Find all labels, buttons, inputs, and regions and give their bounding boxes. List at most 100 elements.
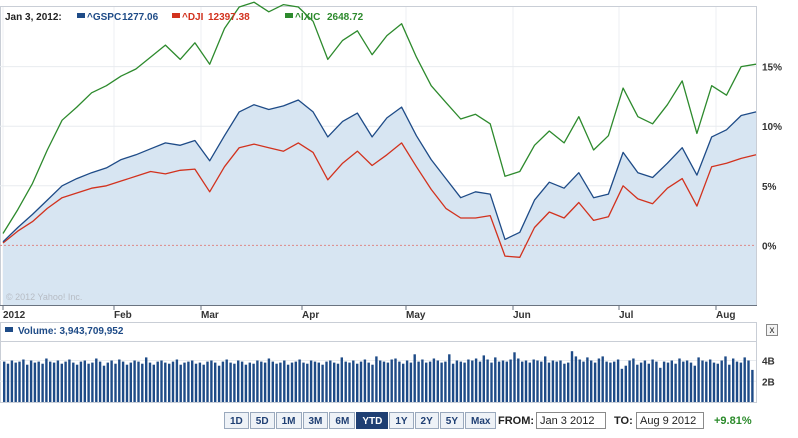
- volume-bar: [283, 360, 286, 402]
- volume-bar: [321, 364, 324, 402]
- range-button-6m[interactable]: 6M: [329, 412, 356, 429]
- volume-bar: [168, 363, 171, 402]
- volume-bar: [478, 361, 482, 402]
- volume-bar: [716, 363, 719, 402]
- volume-bar: [417, 361, 420, 402]
- volume-bar: [141, 363, 144, 402]
- volume-bar: [294, 361, 297, 402]
- volume-bar: [586, 357, 589, 402]
- volume-bar: [432, 358, 436, 402]
- volume-bar: [517, 358, 520, 402]
- legend-swatch-ixic: [285, 13, 293, 18]
- volume-bar: [375, 356, 378, 402]
- volume-bar: [363, 359, 367, 402]
- volume-bar: [578, 359, 581, 402]
- volume-bar: [64, 361, 67, 402]
- volume-bar: [551, 360, 555, 402]
- volume-bar: [743, 357, 746, 402]
- volume-bar: [137, 361, 140, 402]
- legend-dji-symbol: ^DJI: [182, 12, 204, 23]
- from-date-input[interactable]: [536, 412, 606, 429]
- volume-bar: [286, 364, 290, 402]
- volume-bar: [425, 362, 428, 402]
- volume-bar: [313, 361, 317, 402]
- volume-bar: [724, 356, 727, 402]
- volume-bar: [402, 363, 405, 402]
- volume-bar: [555, 361, 558, 402]
- volume-bar: [582, 361, 585, 402]
- copyright-text: © 2012 Yahoo! Inc.: [6, 292, 82, 302]
- close-volume-button[interactable]: x: [766, 324, 778, 336]
- range-selector: 1D 5D 1M 3M 6M YTD 1Y 2Y 5Y Max: [224, 412, 497, 429]
- volume-bar: [279, 362, 282, 402]
- volume-bar: [60, 363, 63, 402]
- volume-bar: [593, 362, 597, 402]
- series-line-gspc: [2, 99, 757, 243]
- to-date-input[interactable]: [636, 412, 704, 429]
- volume-bar: [160, 360, 163, 402]
- volume-bar: [98, 361, 102, 402]
- volume-bar: [728, 364, 731, 402]
- range-button-1d[interactable]: 1D: [224, 412, 249, 429]
- volume-bar: [643, 360, 647, 402]
- volume-bar: [260, 361, 263, 402]
- volume-bar: [290, 362, 294, 402]
- volume-bar: [244, 364, 248, 402]
- x-tick-label: Feb: [114, 310, 132, 321]
- volume-bar: [662, 361, 666, 402]
- volume-bar: [685, 360, 689, 402]
- volume-bar: [152, 364, 155, 402]
- legend-ixic-symbol: ^IXIC: [295, 12, 320, 23]
- volume-bar: [474, 358, 478, 402]
- volume-bar: [91, 362, 94, 402]
- volume-bar: [521, 361, 524, 402]
- volume-bar: [56, 360, 60, 402]
- volume-bar: [248, 362, 251, 402]
- volume-bar: [712, 362, 716, 402]
- volume-bar: [221, 361, 225, 402]
- volume-bar: [655, 361, 658, 402]
- volume-bar: [390, 359, 393, 402]
- range-button-max[interactable]: Max: [465, 412, 497, 429]
- x-tick-label: 2012: [3, 310, 26, 321]
- volume-bar: [217, 365, 221, 402]
- volume-bar: [693, 365, 696, 402]
- volume-bar: [436, 360, 439, 402]
- volume-bar: [570, 351, 574, 402]
- volume-bar: [490, 362, 493, 402]
- range-button-1y[interactable]: 1Y: [389, 412, 414, 429]
- volume-bar: [148, 362, 152, 402]
- volume-bar: [467, 359, 470, 402]
- volume-bar: [636, 364, 639, 402]
- volume-bar: [68, 359, 71, 402]
- range-button-ytd[interactable]: YTD: [356, 412, 389, 429]
- volume-bar: [440, 362, 443, 402]
- range-button-5y[interactable]: 5Y: [439, 412, 465, 429]
- range-button-5d[interactable]: 5D: [249, 412, 275, 429]
- x-tick-label: May: [406, 310, 426, 321]
- range-button-2y[interactable]: 2Y: [414, 412, 439, 429]
- volume-bar: [45, 358, 48, 402]
- volume-tick-label: 4B: [762, 357, 775, 368]
- volume-bar: [237, 360, 240, 402]
- volume-bar: [701, 360, 704, 402]
- volume-bar: [75, 364, 79, 402]
- volume-bar: [509, 359, 512, 402]
- y-tick-label: 15%: [762, 63, 782, 74]
- y-tick-label: 0%: [762, 241, 777, 252]
- volume-bar: [689, 362, 693, 402]
- volume-bar: [482, 355, 485, 402]
- volume-bar: [10, 360, 14, 402]
- volume-bar: [352, 360, 355, 402]
- volume-bar: [271, 361, 274, 402]
- range-button-3m[interactable]: 3M: [302, 412, 329, 429]
- volume-bar: [528, 362, 531, 402]
- volume-bar: [567, 362, 570, 402]
- volume-bar: [83, 360, 86, 402]
- volume-bar: [666, 362, 670, 402]
- volume-bar: [329, 360, 332, 402]
- volume-bar: [348, 362, 351, 402]
- volume-bar: [471, 360, 474, 402]
- volume-bar: [125, 364, 129, 402]
- range-button-1m[interactable]: 1M: [275, 412, 302, 429]
